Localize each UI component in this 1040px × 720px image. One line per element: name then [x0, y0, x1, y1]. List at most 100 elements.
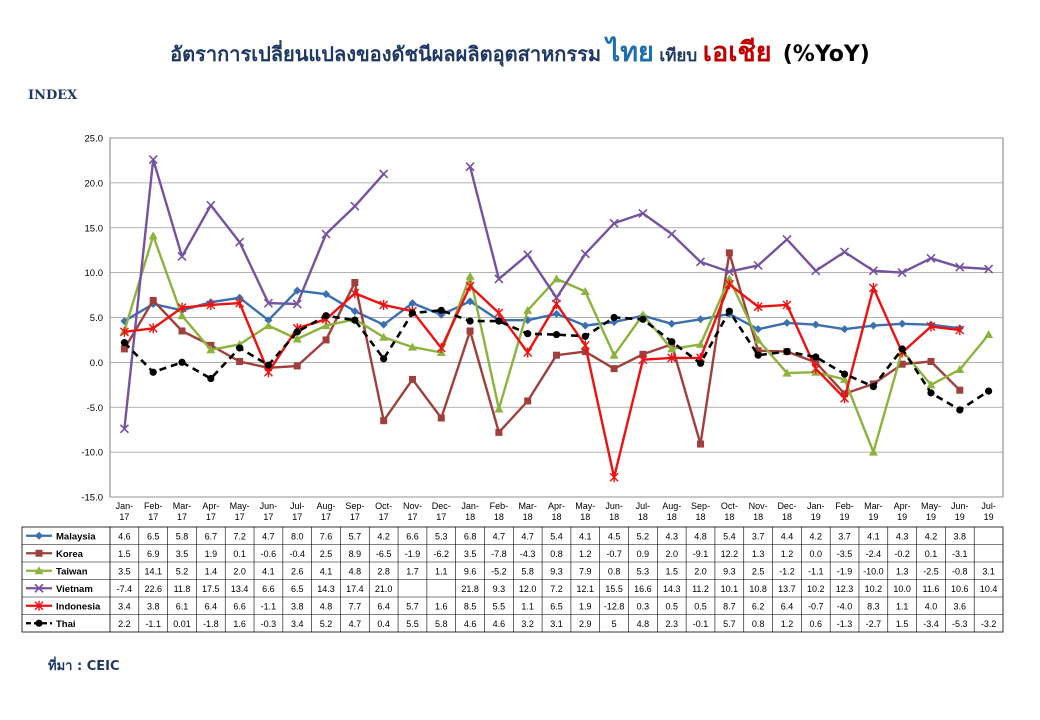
data-point — [725, 307, 733, 315]
data-point — [868, 266, 878, 276]
table-cell-value: 10.6 — [951, 584, 969, 594]
x-tick-label-year: 17 — [119, 512, 129, 522]
table-cell-value: 6.5 — [550, 601, 563, 611]
legend-key-thai — [26, 619, 52, 627]
data-point — [695, 257, 706, 267]
table-cell-value: 3.2 — [521, 619, 534, 629]
table-cell-value: 0.8 — [608, 566, 621, 576]
table-cell-value: 6.4 — [205, 601, 218, 611]
data-point — [610, 365, 618, 373]
data-point — [120, 345, 128, 353]
table-cell-value: 4.1 — [262, 566, 275, 576]
data-point — [177, 302, 187, 313]
data-point — [206, 345, 216, 354]
table-cell-value: 7.9 — [579, 566, 592, 576]
data-point — [235, 293, 244, 302]
table-cell-value: -10.0 — [863, 566, 884, 576]
data-point — [177, 311, 187, 320]
y-tick-label: 15.0 — [85, 223, 104, 234]
data-point — [926, 321, 936, 332]
table-cell-value: 7.6 — [320, 531, 333, 541]
table-cell-value: 0.6 — [810, 619, 823, 629]
x-tick-label-year: 17 — [206, 512, 216, 522]
table-cell-value: 4.6 — [118, 531, 131, 541]
data-point — [466, 297, 475, 306]
data-point — [811, 320, 820, 329]
table-cell-value: 1.5 — [896, 619, 909, 629]
table-cell-value: 1.5 — [665, 566, 678, 576]
data-point — [407, 342, 417, 351]
data-point — [552, 330, 561, 339]
table-cell-value: 5.4 — [723, 531, 736, 541]
table-cell-value: 1.5 — [118, 549, 131, 559]
series-indonesia — [119, 279, 965, 483]
table-cell-value: 0.1 — [925, 549, 938, 559]
data-point — [552, 299, 561, 310]
series-line — [123, 251, 961, 446]
table-cell-value: 11.6 — [923, 584, 940, 594]
data-point — [956, 386, 964, 394]
table-cell-value: 0.1 — [233, 549, 246, 559]
data-point — [869, 321, 878, 330]
data-point — [148, 323, 158, 334]
data-point — [34, 566, 44, 575]
table-cell-value: 4.5 — [608, 531, 621, 541]
x-tick-label: Apr- — [548, 501, 565, 511]
table-cell-value: 3.6 — [954, 601, 967, 611]
table-cell-value: 21.0 — [375, 584, 393, 594]
data-point — [494, 404, 504, 413]
data-point — [783, 348, 791, 356]
table-cell-value: -5.2 — [491, 566, 507, 576]
table-cell-value: -1.9 — [405, 549, 421, 559]
series-lines — [119, 154, 994, 483]
data-point — [495, 428, 503, 436]
table-cell-value: 0.3 — [637, 601, 650, 611]
table-cell-value: -6.2 — [434, 549, 450, 559]
table-cell-value: 12.2 — [721, 549, 739, 559]
table-cell-value: 5.4 — [550, 531, 563, 541]
data-point — [782, 234, 792, 244]
table-cell-value: -12.8 — [604, 601, 625, 611]
table-cell-value: 10.2 — [865, 584, 883, 594]
table-cell-value: 6.1 — [176, 601, 189, 611]
table-cell-value: 3.8 — [147, 601, 160, 611]
table-cell-value: 5.3 — [637, 566, 650, 576]
data-point — [206, 299, 216, 310]
x-tick-label: May- — [575, 501, 595, 511]
table-cell-value: 7.2 — [233, 531, 246, 541]
table-cell-value: 3.7 — [838, 531, 851, 541]
table-cell-value: 4.8 — [320, 601, 333, 611]
table-cell-value: 5.7 — [349, 531, 362, 541]
data-point — [149, 296, 157, 304]
table-cell-value: 5.8 — [435, 619, 448, 629]
table-cell-value: -0.4 — [289, 549, 305, 559]
table-cell-value: 0.8 — [550, 549, 563, 559]
table-cell-value: 6.7 — [205, 531, 218, 541]
legend-key-korea — [26, 549, 52, 557]
data-point — [753, 301, 763, 312]
table-cell-value: 2.0 — [694, 566, 707, 576]
data-point — [465, 281, 475, 292]
data-point — [581, 348, 589, 356]
data-point — [552, 309, 561, 318]
data-point — [206, 200, 216, 210]
table-cell-value: 4.7 — [262, 531, 275, 541]
table-cell-value: 6.8 — [464, 531, 477, 541]
data-point — [523, 347, 533, 358]
data-point — [437, 414, 445, 422]
x-tick-label-year: 18 — [551, 512, 561, 522]
table-cell-value: -1.9 — [837, 566, 853, 576]
table-cell-value: 0.5 — [665, 601, 678, 611]
data-point — [869, 383, 877, 391]
legend-entry: Malaysia — [56, 531, 96, 542]
data-point — [466, 317, 474, 325]
table-cell-value: 6.6 — [262, 584, 275, 594]
gridlines — [109, 137, 1004, 498]
data-point — [263, 367, 273, 378]
table-cell-value: 10.0 — [893, 584, 911, 594]
table-cell-value: -0.3 — [261, 619, 277, 629]
x-tick-label-year: 18 — [523, 512, 533, 522]
data-point — [782, 299, 792, 310]
table-cell-value: 13.7 — [778, 584, 796, 594]
table-cell-value: 5.2 — [637, 531, 650, 541]
